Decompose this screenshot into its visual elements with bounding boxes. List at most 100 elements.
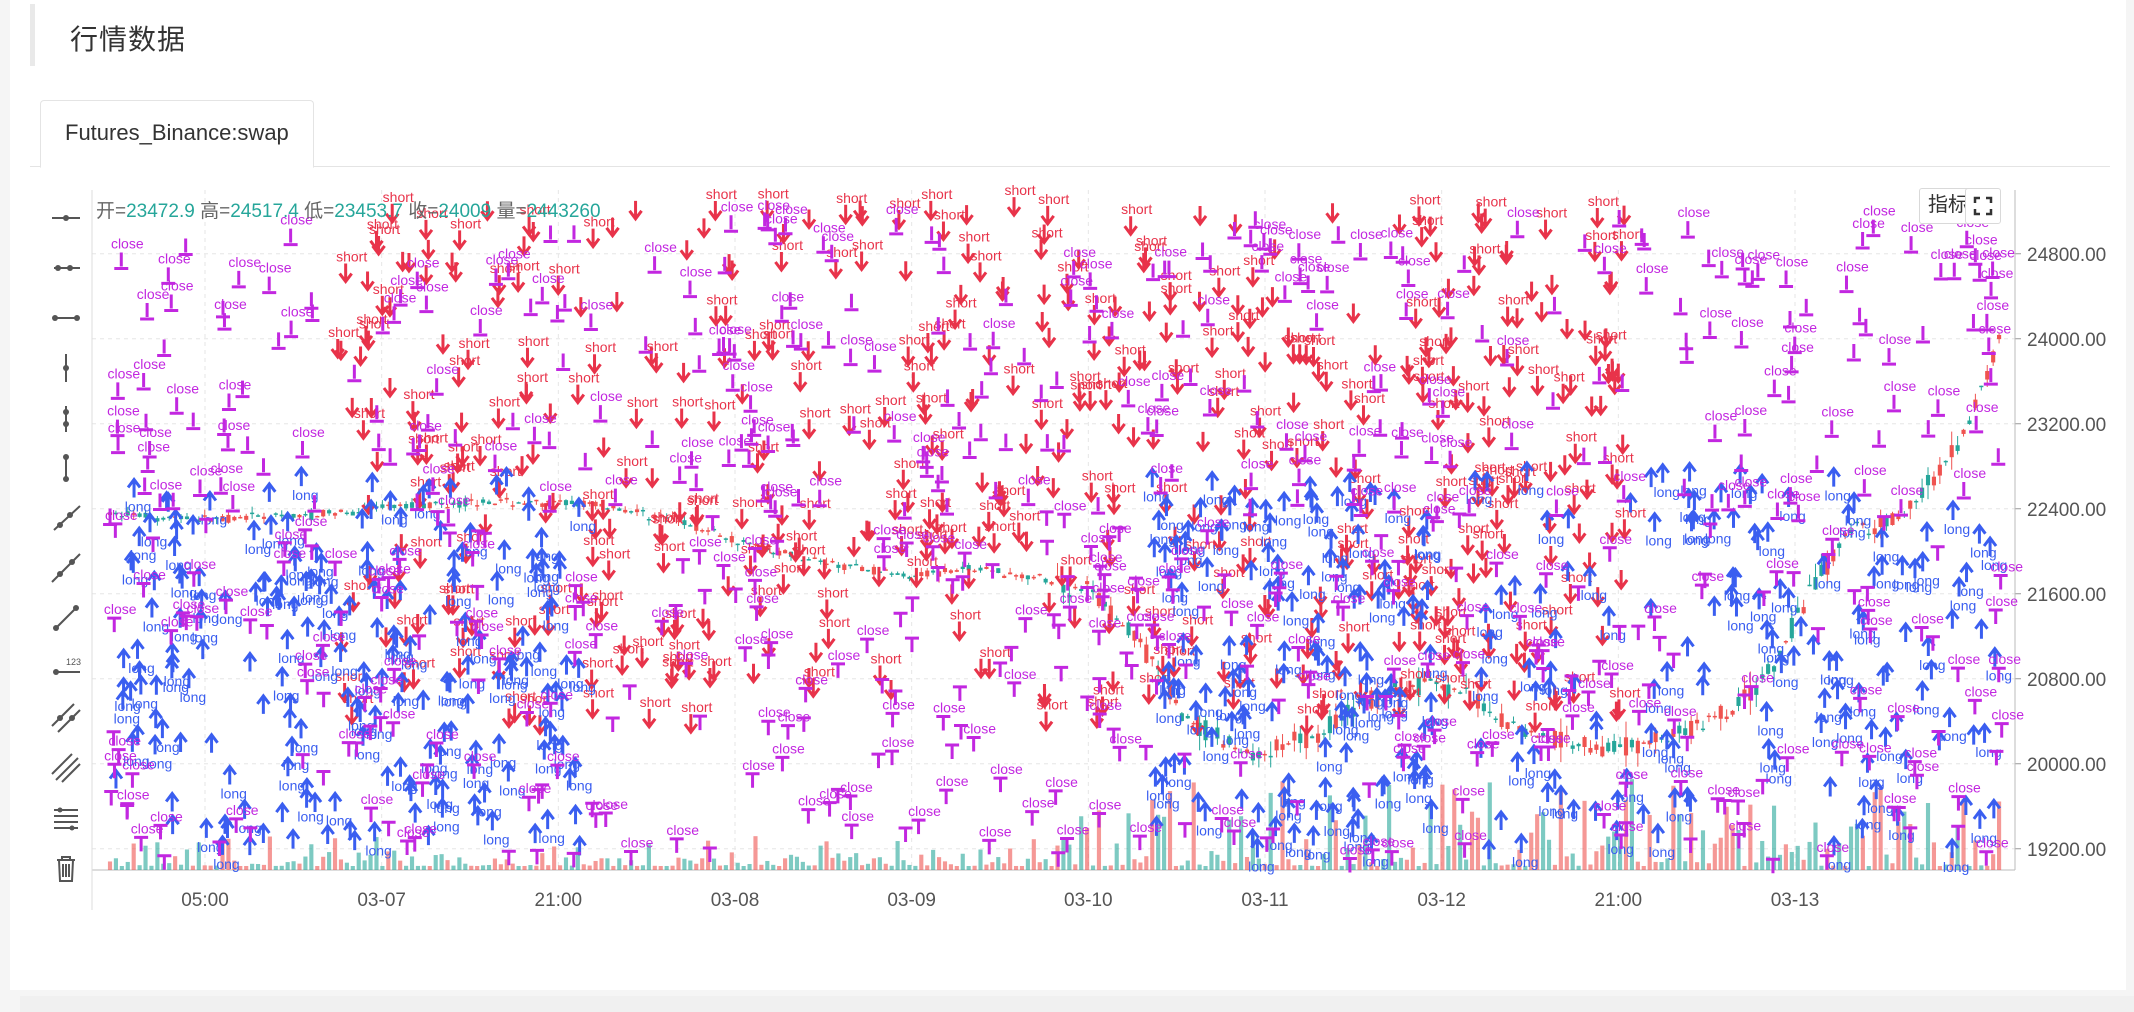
volume-bar — [1179, 865, 1184, 870]
close-signal-label: close — [1578, 675, 1611, 691]
candle-body — [1612, 740, 1617, 752]
volume-bar — [451, 865, 456, 870]
long-signal-arrow — [1707, 595, 1722, 616]
volume-bar — [1665, 858, 1670, 870]
close-signal-label: close — [1601, 657, 1634, 673]
long-signal-arrow — [1683, 791, 1698, 812]
price-channel-tool[interactable] — [48, 750, 84, 786]
volume-bar — [883, 863, 888, 870]
short-signal-label: short — [518, 333, 549, 349]
vertical-segment-tool[interactable] — [48, 450, 84, 486]
long-signal-arrow — [280, 628, 295, 650]
long-signal-label: long — [1518, 482, 1544, 498]
long-signal-label: long — [495, 561, 521, 577]
horizontal-segment-tool[interactable] — [48, 300, 84, 336]
y-tick-label: 20800.00 — [2027, 670, 2106, 691]
volume-bar — [1464, 859, 1469, 870]
straight-line-tool[interactable] — [48, 550, 84, 586]
close-signal-marker — [783, 292, 798, 310]
long-signal-arrow — [148, 707, 163, 729]
close-signal-label: close — [313, 628, 346, 644]
short-signal-arrow — [454, 412, 469, 434]
horizontal-line-tool[interactable] — [48, 200, 84, 236]
short-signal-arrow — [1106, 484, 1121, 506]
candle-body — [1150, 656, 1155, 660]
long-signal-label: long — [1198, 578, 1224, 594]
candle-body — [1268, 755, 1273, 758]
volume-bar — [1570, 853, 1575, 870]
close-signal-marker — [1731, 799, 1745, 815]
close-signal-marker — [568, 604, 583, 621]
chart-canvas[interactable]: 19200.0020000.0020800.0021600.0022400.00… — [30, 180, 2110, 980]
candle-body — [1973, 399, 1978, 408]
long-signal-arrow — [1424, 798, 1439, 820]
candle-body — [634, 509, 640, 513]
long-signal-arrow — [394, 671, 410, 693]
volume-bar — [919, 854, 924, 870]
close-signal-label: close — [1200, 382, 1233, 398]
long-signal-label: long — [1415, 547, 1441, 563]
vertical-ray-tool[interactable] — [48, 400, 84, 436]
close-signal-label: close — [1887, 700, 1920, 716]
close-signal-label: close — [150, 808, 183, 824]
candle-body — [1860, 522, 1865, 526]
ray-tool[interactable] — [48, 500, 84, 536]
volume-bar — [806, 865, 811, 870]
close-signal-marker — [962, 441, 977, 460]
short-signal-arrow — [877, 406, 892, 428]
close-signal-label: close — [1705, 408, 1738, 424]
kline-chart[interactable]: 19200.00 20000.00 20800.00 21600.00 22400.00… — [30, 180, 2110, 980]
tab-futures-binance-swap[interactable]: Futures_Binance:swap — [40, 100, 314, 168]
long-signal-arrow — [1145, 466, 1160, 488]
close-signal-label: close — [1015, 602, 1048, 618]
fibonacci-tool[interactable] — [48, 800, 84, 836]
horizontal-ray-tool[interactable] — [48, 250, 84, 286]
candle-body — [1475, 693, 1481, 709]
close-signal-marker — [1981, 337, 1996, 356]
candle-body — [812, 557, 817, 559]
volume-bar — [1126, 813, 1131, 870]
close-signal-marker — [1930, 399, 1945, 417]
delete-tool[interactable] — [48, 850, 84, 886]
volume-bar — [1546, 839, 1552, 870]
volume-bar — [1167, 791, 1173, 870]
parallel-channel-tool[interactable] — [48, 700, 84, 736]
short-signal-label: short — [1038, 191, 1069, 207]
volume-bar — [107, 861, 113, 870]
long-signal-arrow — [1521, 657, 1537, 678]
volume-bar — [812, 865, 817, 870]
short-signal-arrow — [944, 528, 960, 550]
segment-tool[interactable] — [48, 600, 84, 636]
short-signal-arrow — [1034, 409, 1049, 431]
volume-bar — [1961, 799, 1966, 870]
tab-strip: Futures_Binance:swap — [30, 100, 2110, 168]
volume-bar — [670, 865, 675, 870]
close-signal-label: close — [1777, 741, 1810, 757]
short-signal-arrow — [589, 608, 604, 629]
vertical-line-tool[interactable] — [48, 350, 84, 386]
volume-bar — [1653, 861, 1658, 870]
volume-bar — [1854, 823, 1860, 870]
long-signal-label: long — [192, 610, 218, 626]
close-signal-label: close — [423, 460, 456, 476]
candle-body — [1221, 744, 1226, 748]
candle-body — [1623, 737, 1629, 756]
price-line-tool[interactable]: 123 — [48, 650, 84, 686]
candle-body — [327, 510, 332, 514]
candle-body — [1096, 593, 1102, 607]
candle-body — [439, 502, 444, 505]
short-signal-arrow — [1402, 680, 1418, 702]
candle-body — [380, 504, 385, 508]
volume-bar — [113, 858, 118, 870]
candle-body — [1108, 605, 1113, 622]
candle-body — [1304, 731, 1309, 749]
long-signal-arrow — [1767, 749, 1782, 770]
short-signal-arrow — [344, 705, 359, 726]
volume-bar — [877, 857, 882, 870]
long-signal-arrow — [123, 549, 139, 571]
fullscreen-button[interactable] — [1965, 188, 2001, 224]
volume-bar — [445, 860, 450, 870]
volume-bar — [978, 849, 983, 870]
volume-bar — [386, 851, 391, 870]
long-signal-arrow — [1759, 618, 1775, 640]
